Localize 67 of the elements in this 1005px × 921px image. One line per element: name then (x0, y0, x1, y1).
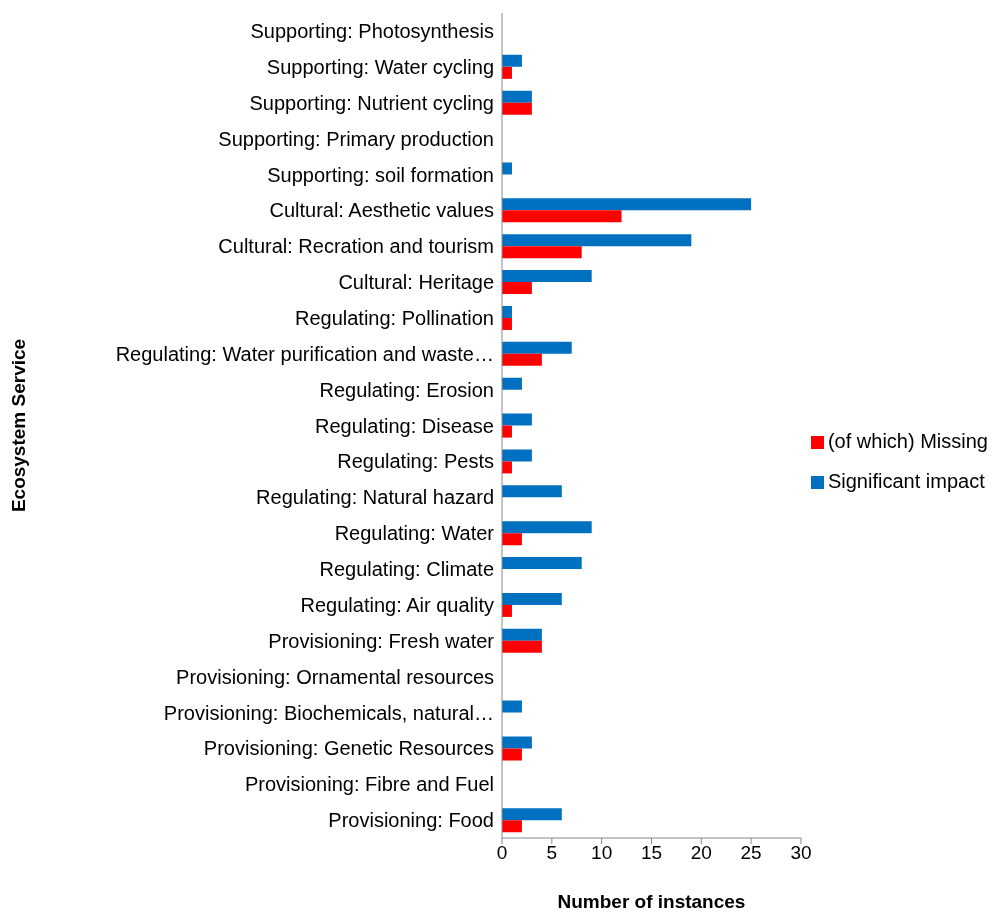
legend-label: (of which) Missing (827, 429, 988, 452)
y-tick-label: Supporting: Photosynthesis (250, 20, 494, 43)
y-tick-label: Cultural: Aesthetic values (269, 199, 494, 222)
x-tick-label: 25 (740, 842, 762, 864)
x-tick-label: 0 (496, 842, 508, 864)
y-tick-label: Regulating: Pollination (294, 306, 494, 329)
bar (502, 485, 562, 498)
bar (502, 413, 532, 426)
bar (502, 54, 522, 67)
bar (502, 210, 622, 223)
y-tick-label: Regulating: Pests (337, 450, 494, 473)
x-tick-label: 15 (640, 842, 663, 864)
bar (502, 820, 522, 833)
y-tick-label: Regulating: Air quality (300, 593, 494, 616)
bar (502, 198, 752, 211)
y-tick-label: Regulating: Erosion (319, 378, 494, 401)
y-tick-label: Provisioning: Food (328, 809, 494, 832)
bar (502, 521, 592, 534)
bar (502, 102, 532, 115)
y-tick-label: Regulating: Climate (319, 558, 494, 581)
legend-label: Significant impact (827, 469, 985, 492)
bar (502, 377, 522, 390)
bar (502, 461, 512, 474)
bar (502, 305, 512, 318)
bar (502, 282, 532, 295)
y-tick-label: Cultural: Recration and tourism (218, 235, 494, 258)
y-tick-label: Regulating: Disease (315, 414, 494, 437)
bar (502, 557, 582, 570)
bar (502, 353, 542, 366)
bar (502, 90, 532, 103)
x-axis-title: Number of instances (557, 891, 746, 912)
bar (502, 640, 542, 653)
bar (502, 592, 562, 605)
y-axis-title: Ecosystem Service (7, 338, 29, 513)
bar (502, 270, 592, 283)
bar (502, 317, 512, 330)
y-tick-label: Provisioning: Ornamental resources (176, 665, 494, 688)
x-tick-label: 5 (546, 842, 558, 864)
x-tick-label: 20 (690, 842, 712, 864)
bar (502, 66, 512, 79)
y-tick-label: Regulating: Water (334, 522, 495, 545)
y-tick-label: Provisioning: Fresh water (268, 629, 495, 652)
x-tick-label: 30 (790, 842, 812, 864)
bar (502, 425, 512, 438)
y-tick-label: Provisioning: Fibre and Fuel (244, 773, 494, 796)
y-tick-label: Supporting: Nutrient cycling (249, 91, 494, 114)
y-tick-label: Supporting: Primary production (218, 127, 494, 150)
bar (502, 533, 522, 546)
y-tick-label: Provisioning: Biochemicals, natural… (163, 701, 494, 724)
bar (502, 748, 522, 761)
y-tick-label: Supporting: soil formation (267, 163, 494, 186)
x-tick-label: 10 (591, 842, 613, 864)
y-tick-label: Provisioning: Genetic Resources (203, 737, 494, 760)
y-tick-label: Regulating: Water purification and waste… (115, 342, 494, 365)
bar (502, 234, 692, 247)
y-tick-label: Regulating: Natural hazard (256, 486, 494, 509)
bar (502, 246, 582, 259)
bar (502, 604, 512, 617)
bar (502, 700, 522, 713)
bar (502, 341, 572, 354)
y-tick-label: Supporting: Water cycling (266, 55, 494, 78)
bar (502, 808, 562, 821)
y-tick-label: Cultural: Heritage (338, 271, 494, 294)
bar (502, 628, 542, 641)
bar (502, 162, 512, 175)
bar (502, 449, 532, 462)
bar (502, 736, 532, 749)
